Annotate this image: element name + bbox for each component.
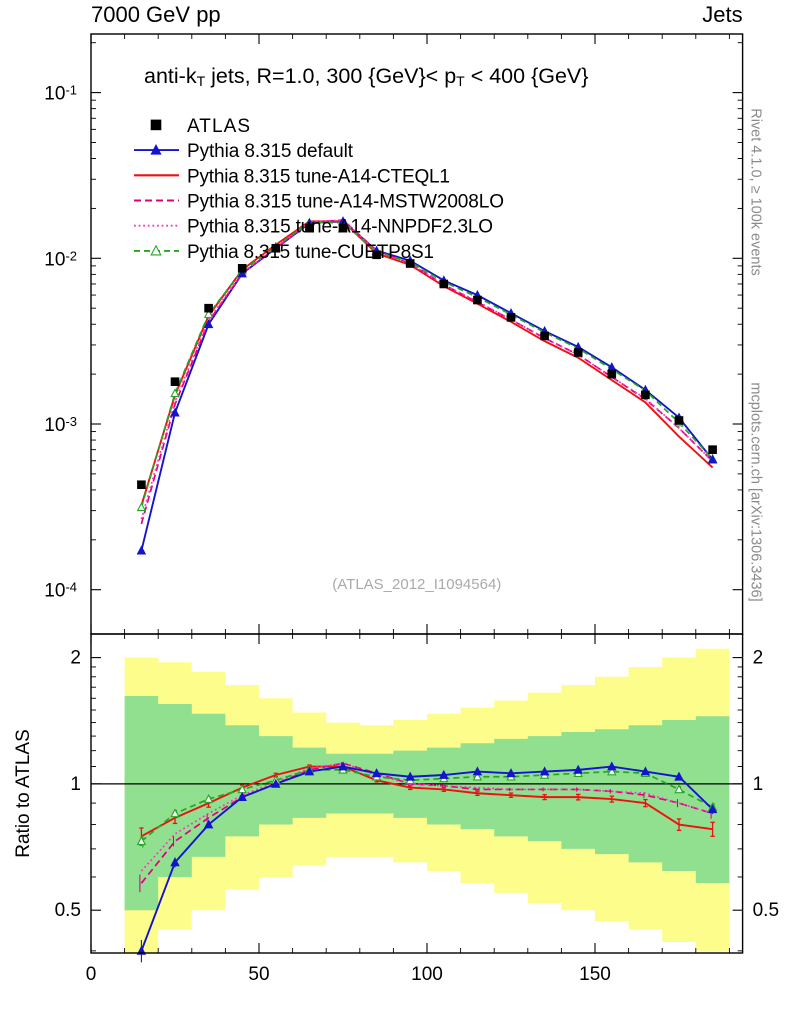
svg-text:1: 1 (70, 774, 81, 795)
svg-text:Pythia 8.315 tune-A14-NNPDF2.3: Pythia 8.315 tune-A14-NNPDF2.3LO (187, 217, 493, 238)
svg-text:0: 0 (86, 964, 97, 985)
svg-text:(ATLAS_2012_I1094564): (ATLAS_2012_I1094564) (332, 576, 501, 593)
svg-text:Pythia 8.315 tune-A14-MSTW2008: Pythia 8.315 tune-A14-MSTW2008LO (187, 192, 504, 213)
svg-text:Rivet 4.1.0, ≥ 100k events: Rivet 4.1.0, ≥ 100k events (748, 108, 764, 276)
svg-text:ATLAS: ATLAS (187, 116, 250, 137)
svg-text:0.5: 0.5 (55, 900, 81, 921)
svg-text:2: 2 (753, 648, 764, 669)
svg-text:Pythia 8.315 tune-CUETP8S1: Pythia 8.315 tune-CUETP8S1 (187, 242, 434, 263)
svg-text:Ratio to ATLAS: Ratio to ATLAS (13, 729, 34, 858)
svg-text:7000 GeV pp: 7000 GeV pp (91, 2, 221, 27)
svg-text:0.5: 0.5 (753, 900, 779, 921)
svg-text:2: 2 (70, 648, 81, 669)
svg-text:anti-kT jets, R=1.0, 300 {GeV}: anti-kT jets, R=1.0, 300 {GeV}< pT < 400… (144, 64, 588, 89)
svg-text:Pythia 8.315 default: Pythia 8.315 default (187, 141, 354, 162)
svg-text:1: 1 (753, 774, 764, 795)
svg-text:150: 150 (579, 964, 611, 985)
svg-text:100: 100 (411, 964, 443, 985)
svg-text:Jets: Jets (702, 2, 742, 27)
svg-text:Pythia 8.315 tune-A14-CTEQL1: Pythia 8.315 tune-A14-CTEQL1 (187, 166, 450, 187)
svg-text:mcplots.cern.ch [arXiv:1306.34: mcplots.cern.ch [arXiv:1306.3436] (748, 382, 764, 601)
svg-text:50: 50 (248, 964, 269, 985)
